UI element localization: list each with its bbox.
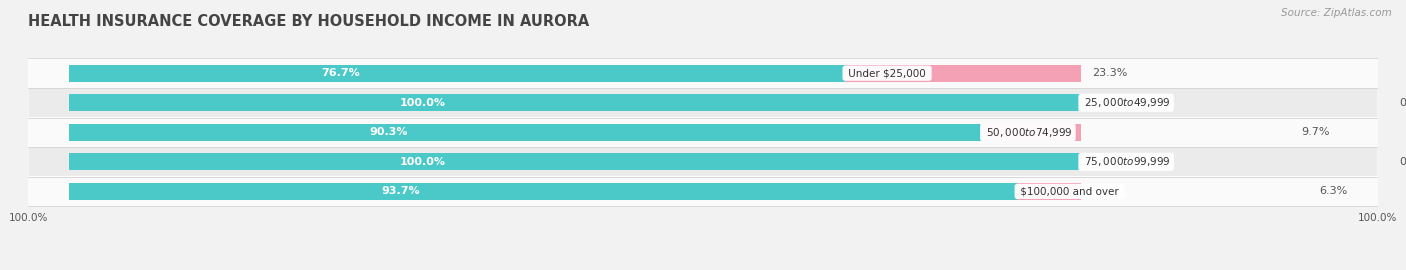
Text: 76.7%: 76.7% — [321, 68, 360, 78]
Text: 100.0%: 100.0% — [399, 98, 446, 108]
Text: 23.3%: 23.3% — [1091, 68, 1128, 78]
Text: 100.0%: 100.0% — [399, 157, 446, 167]
Bar — [69, 124, 983, 141]
Text: $100,000 and over: $100,000 and over — [1017, 186, 1122, 196]
Bar — [1017, 183, 1081, 200]
Bar — [69, 183, 1017, 200]
Text: Source: ZipAtlas.com: Source: ZipAtlas.com — [1281, 8, 1392, 18]
Bar — [983, 124, 1081, 141]
Bar — [69, 94, 1081, 111]
Text: 9.7%: 9.7% — [1302, 127, 1330, 137]
FancyBboxPatch shape — [28, 117, 1378, 147]
Text: 0.0%: 0.0% — [1399, 98, 1406, 108]
Text: $75,000 to $99,999: $75,000 to $99,999 — [1081, 155, 1171, 168]
FancyBboxPatch shape — [28, 58, 1378, 88]
FancyBboxPatch shape — [28, 88, 1378, 117]
Legend: With Coverage, Without Coverage: With Coverage, Without Coverage — [574, 268, 832, 270]
Bar — [69, 153, 1081, 170]
Text: 6.3%: 6.3% — [1319, 186, 1348, 196]
FancyBboxPatch shape — [28, 147, 1378, 177]
Text: 93.7%: 93.7% — [381, 186, 420, 196]
FancyBboxPatch shape — [28, 177, 1378, 206]
Text: Under $25,000: Under $25,000 — [845, 68, 929, 78]
Bar — [69, 65, 845, 82]
Text: 90.3%: 90.3% — [370, 127, 408, 137]
Text: HEALTH INSURANCE COVERAGE BY HOUSEHOLD INCOME IN AURORA: HEALTH INSURANCE COVERAGE BY HOUSEHOLD I… — [28, 14, 589, 29]
Text: 0.0%: 0.0% — [1399, 157, 1406, 167]
Text: $25,000 to $49,999: $25,000 to $49,999 — [1081, 96, 1171, 109]
Bar — [845, 65, 1081, 82]
Text: $50,000 to $74,999: $50,000 to $74,999 — [983, 126, 1073, 139]
